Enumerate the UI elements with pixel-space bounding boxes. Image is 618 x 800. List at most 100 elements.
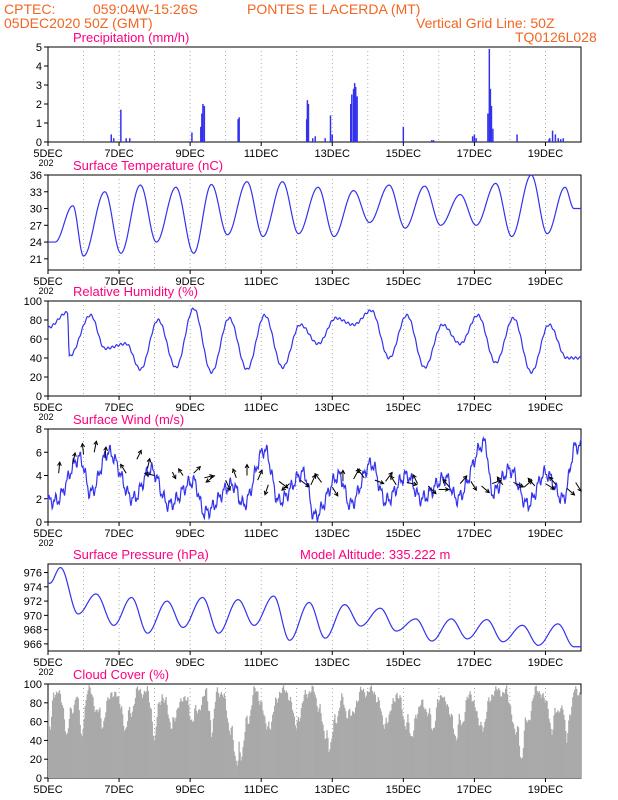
precip-bar <box>402 126 405 142</box>
cloud-bar <box>360 689 363 778</box>
cloud-bar <box>533 695 535 778</box>
precip-bar <box>356 96 358 142</box>
wind-arrow <box>58 462 61 474</box>
cloud-bar <box>132 705 135 778</box>
cloud-bar <box>340 700 342 778</box>
cloud-bar <box>318 708 320 778</box>
x-tick-label: 7DEC <box>104 402 133 414</box>
cloud-bar <box>243 740 245 778</box>
cloud-bar <box>223 693 225 778</box>
cloud-bar <box>193 721 195 778</box>
cloud-bar <box>570 715 572 778</box>
cloud-bar <box>169 722 171 778</box>
cloud-bar <box>121 706 123 778</box>
cloud-bar <box>230 727 232 778</box>
cloud-bar <box>460 725 462 778</box>
cloud-bar <box>116 696 118 778</box>
precip-bar <box>554 134 557 142</box>
cloud-bar <box>338 710 340 778</box>
cloud-bar <box>341 693 343 778</box>
cloud-bar <box>555 712 557 778</box>
precip-bar <box>201 113 203 142</box>
cloud-bar <box>97 712 99 778</box>
cloud-bar <box>251 705 253 778</box>
panel-frame <box>47 174 582 271</box>
cloud-bar <box>99 707 101 778</box>
wind-arrow <box>93 441 97 453</box>
header-coordinates: 059:04W-15:26S <box>93 1 198 17</box>
cloud-bar <box>133 703 136 778</box>
cloud-bar <box>51 700 54 778</box>
cloud-bar <box>480 721 482 778</box>
y-tick-label: 30 <box>30 204 42 216</box>
cloud-bar <box>234 755 236 778</box>
y-tick-label: 80 <box>30 315 42 327</box>
cloud-bar <box>483 727 485 778</box>
cloud-bar <box>333 719 335 778</box>
cloud-bar <box>226 717 228 778</box>
cloud-bar <box>250 709 252 778</box>
wind-arrow <box>171 471 177 479</box>
wind-arrow <box>136 450 142 460</box>
panel-precip: 0 1 2 3 4 5 5DEC 7DEC 9DEC 11DEC 13DEC 15DEC 17DEC 19… <box>33 30 582 168</box>
cloud-bar <box>155 726 157 778</box>
cloud-bar <box>579 692 581 778</box>
x-tick-label: 17DEC <box>457 784 493 796</box>
cloud-bar <box>200 705 203 778</box>
cloud-bar <box>163 702 165 778</box>
wind-arrow-head <box>442 478 447 484</box>
panel-title: Surface Wind (m/s) <box>73 412 184 427</box>
cloud-bar <box>100 718 102 778</box>
y-tick-label: 2 <box>36 99 42 111</box>
cloud-bar <box>136 686 139 778</box>
cloud-bar <box>154 735 156 778</box>
cloud-bar <box>140 693 143 778</box>
cloud-bar <box>71 713 73 778</box>
cloud-bar <box>416 718 418 778</box>
y-tick-label: 60 <box>30 717 42 729</box>
cloud-bar <box>70 708 72 778</box>
cloud-bar <box>258 700 260 778</box>
cloud-bar <box>107 697 109 778</box>
cloud-bar <box>391 704 393 778</box>
wind-arrow-head <box>196 465 202 471</box>
cloud-bar <box>479 725 481 778</box>
wind-arrow <box>104 447 107 459</box>
wind-arrow-head <box>462 475 468 480</box>
cloud-bar <box>287 699 290 778</box>
wind-arrow-head <box>340 469 346 475</box>
cloud-bar <box>484 721 486 778</box>
cloud-bar <box>149 707 151 778</box>
cloud-bar <box>536 691 538 778</box>
wind-arrow-head <box>445 487 450 492</box>
cloud-bar <box>508 703 511 778</box>
cloud-bar <box>48 726 51 778</box>
cloud-bar <box>96 709 98 778</box>
cloud-bar <box>500 696 502 778</box>
wind-arrow-head <box>357 468 362 474</box>
wind-arrow <box>496 476 504 486</box>
cloud-bar <box>377 697 379 778</box>
y-tick-label: 6 <box>36 447 42 459</box>
wind-arrow-head <box>72 451 77 457</box>
x-tick-label: 5DEC <box>33 276 62 288</box>
precip-bar <box>110 134 112 142</box>
cloud-bar <box>247 723 249 778</box>
cloud-bar <box>344 707 346 778</box>
cloud-bar <box>55 691 58 778</box>
wind-series-line <box>47 435 582 522</box>
cloud-bar <box>322 724 324 778</box>
wind-arrow <box>281 483 290 491</box>
cloud-bar <box>194 708 196 778</box>
wind-arrow-head <box>519 483 525 488</box>
cloud-bar <box>308 691 310 778</box>
cloud-bar <box>455 740 457 778</box>
cloud-bar <box>428 708 431 778</box>
panel-title: Precipitation (mm/h) <box>73 30 189 45</box>
cloud-bar <box>358 692 361 778</box>
x-tick-label: 11DEC <box>244 148 279 160</box>
x-tick-label: 7DEC <box>104 148 133 160</box>
cloud-bar <box>299 717 301 778</box>
cloud-bar <box>390 710 392 778</box>
cloud-bar <box>79 724 81 778</box>
